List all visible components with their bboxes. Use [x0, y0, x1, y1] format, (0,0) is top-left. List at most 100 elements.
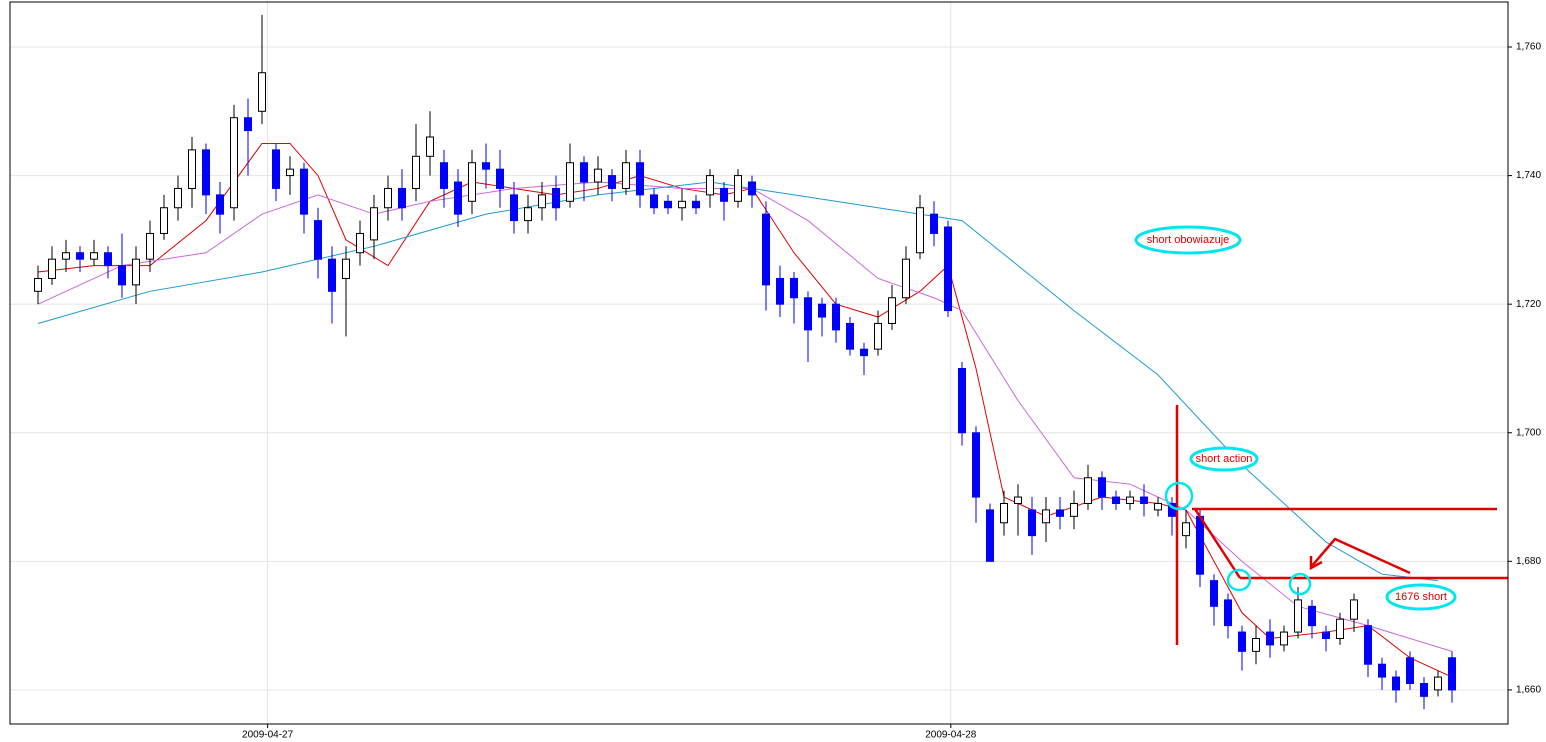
candle-body [678, 200, 686, 209]
candle-body [1294, 599, 1302, 633]
candle-body [286, 168, 294, 177]
candle-body [1364, 625, 1372, 665]
candle-body [972, 432, 980, 498]
candle-body [608, 175, 616, 189]
x-tick-label: 2009-04-27 [242, 730, 294, 741]
candle-body [48, 258, 56, 279]
candle-body [160, 207, 168, 234]
candle-body [664, 200, 672, 209]
candle-body [916, 207, 924, 254]
candle-body [1238, 631, 1246, 652]
candle-body [174, 187, 182, 209]
candle-body [832, 303, 840, 331]
candle-body [1224, 599, 1232, 627]
candle-body [468, 162, 476, 202]
candle-body [748, 181, 756, 196]
candle-body [594, 168, 602, 183]
candle-body [412, 155, 420, 189]
candles [34, 14, 1456, 710]
y-tick-label: 1,720 [1516, 299, 1541, 310]
y-tick-label: 1,700 [1516, 427, 1541, 438]
candle-body [958, 367, 966, 434]
candle-body [930, 213, 938, 234]
candle-body [272, 149, 280, 189]
candle-body [370, 207, 378, 241]
y-tick-label: 1,660 [1516, 685, 1541, 696]
candle-body [860, 348, 868, 357]
candle-body [1308, 605, 1316, 627]
candle-body [818, 303, 826, 318]
candle-body [132, 258, 140, 286]
candle-body [300, 168, 308, 215]
candle-body [510, 194, 518, 222]
candle-body [1112, 496, 1120, 504]
candle-body [1406, 657, 1414, 684]
candle-body [874, 322, 882, 350]
candle-body [1448, 657, 1456, 691]
candle-body [1434, 676, 1442, 691]
candle-body [398, 187, 406, 209]
candle-body [1000, 502, 1008, 524]
candle-body [1336, 618, 1344, 639]
candle-body [1252, 637, 1260, 652]
candle-body [524, 207, 532, 222]
candle-body [580, 162, 588, 183]
x-tick-label: 2009-04-28 [925, 730, 977, 741]
moving-average [37, 142, 1453, 678]
candle-body [552, 187, 560, 209]
candle-body [258, 72, 266, 112]
arrow [1310, 537, 1411, 575]
candle-body [356, 232, 364, 254]
marker-circle [1164, 481, 1194, 511]
candle-body [118, 265, 126, 286]
candle-body [90, 252, 98, 260]
candle-body [230, 117, 238, 209]
candle-body [1084, 477, 1092, 504]
candle-body [1154, 502, 1162, 511]
candle-body [1196, 515, 1204, 575]
candle-body [1126, 496, 1134, 504]
y-tick-label: 1,760 [1516, 42, 1541, 53]
circles [1164, 481, 1312, 596]
candle-body [1168, 502, 1176, 517]
grid: 1,660 1,680 1,700 1,720 1,740 1,760 2009-04-27… [10, 2, 1541, 741]
candle-body [944, 226, 952, 312]
candle-body [706, 175, 714, 196]
candle-body [482, 162, 490, 170]
candle-body [62, 252, 70, 260]
candle-body [146, 232, 154, 260]
candle-body [566, 162, 574, 202]
candle-body [1140, 496, 1148, 504]
candle-body [328, 258, 336, 292]
candle-body [636, 162, 644, 196]
candle-body [902, 258, 910, 299]
candle-body [216, 194, 224, 215]
candle-body [1182, 522, 1190, 537]
candle-body [1280, 631, 1288, 646]
candle-body [1392, 676, 1400, 691]
candle-body [426, 136, 434, 157]
annotations: short obowiazuje short action 1676 short [1134, 225, 1457, 611]
candle-body [1420, 682, 1428, 697]
candle-body [1070, 502, 1078, 517]
candle-body [314, 220, 322, 260]
arrow-head [1309, 556, 1323, 571]
annotation-text: short obowiazuje [1147, 234, 1230, 246]
candle-body [762, 213, 770, 286]
plot-border [9, 1, 1509, 725]
candle-body [202, 149, 210, 196]
candle-body [496, 168, 504, 189]
moving-averages [37, 142, 1453, 678]
candle-body [650, 194, 658, 209]
candle-body [76, 252, 84, 260]
candle-body [1098, 477, 1106, 498]
candle-body [622, 162, 630, 189]
candle-body [342, 258, 350, 279]
annotation-bubble [1385, 583, 1457, 611]
candle-body [692, 200, 700, 209]
candle-body [1056, 509, 1064, 517]
candle-body [804, 297, 812, 331]
candle-body [846, 322, 854, 350]
